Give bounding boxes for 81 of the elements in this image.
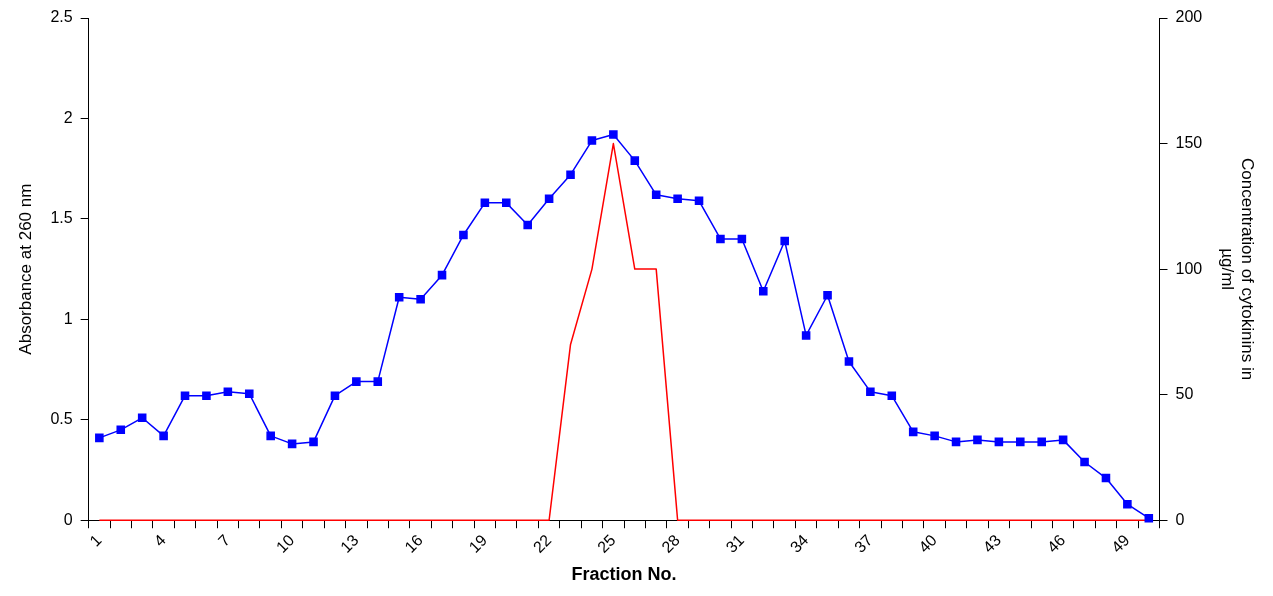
x-tick-label: 31: [722, 531, 748, 556]
x-tick-label: 19: [465, 531, 491, 556]
x-tick-label: 49: [1108, 531, 1133, 556]
y2-tick-label: 0: [1175, 510, 1185, 528]
point: [202, 391, 211, 400]
x-tick-label: 1: [86, 531, 105, 550]
point: [1037, 437, 1046, 447]
point: [930, 431, 939, 441]
point: [866, 387, 875, 396]
x-tick-label: 25: [594, 531, 619, 556]
x-tick-label: 22: [529, 531, 555, 556]
point: [352, 377, 361, 386]
point: [373, 377, 383, 386]
point: [95, 433, 104, 443]
point: [737, 234, 747, 244]
point: [309, 437, 318, 447]
point: [501, 198, 511, 208]
y2-tick-label: 100: [1175, 259, 1203, 277]
y-tick-label: 2.5: [50, 8, 73, 26]
x-tick-label: 46: [1043, 531, 1069, 556]
point: [1080, 457, 1089, 467]
point: [116, 425, 126, 435]
point: [544, 194, 554, 204]
point: [480, 198, 490, 208]
point: [587, 136, 597, 145]
point: [437, 270, 447, 280]
point: [180, 391, 190, 400]
point: [951, 437, 961, 447]
y2-tick-label: 200: [1175, 8, 1203, 26]
y2-axis-title: Concentration of cytokinins in µg/ml: [1217, 158, 1258, 381]
x-tick-label: 28: [658, 531, 683, 556]
y-tick-label: 0: [63, 510, 73, 528]
point: [973, 435, 982, 445]
x-axis-title: Fraction No.: [571, 564, 677, 585]
point: [908, 427, 918, 437]
point: [330, 391, 340, 400]
point: [1058, 435, 1068, 445]
y-axis-title: Absorbance at 260 nm: [15, 183, 35, 355]
x-tick-label: 37: [851, 531, 876, 556]
point: [416, 294, 425, 304]
x-tick-label: 10: [272, 531, 298, 556]
x-tick-label: 34: [786, 531, 812, 556]
y2-tick-label: 150: [1175, 133, 1203, 151]
point: [159, 431, 168, 441]
point: [716, 234, 725, 244]
point: [887, 391, 897, 400]
x-tick-label: 16: [401, 531, 426, 556]
point: [673, 194, 682, 204]
point: [1123, 499, 1132, 509]
x-tick-label: 40: [915, 531, 940, 556]
point: [266, 431, 275, 441]
point: [780, 236, 789, 246]
point: [801, 331, 811, 340]
y-tick-label: 1: [63, 309, 73, 327]
y-tick-label: 0.5: [50, 410, 73, 428]
point: [609, 130, 618, 139]
point: [759, 286, 768, 296]
point: [844, 357, 854, 366]
point: [630, 156, 640, 165]
point: [287, 439, 297, 449]
point: [459, 230, 468, 240]
point: [244, 389, 254, 398]
point: [1101, 473, 1111, 483]
y2-tick-label: 50: [1175, 385, 1194, 403]
x-tick-label: 7: [214, 531, 234, 550]
point: [823, 290, 832, 300]
point: [394, 292, 404, 302]
y-tick-label: 1.5: [50, 209, 73, 227]
y-tick-label: 2: [63, 108, 73, 126]
point: [523, 220, 532, 230]
point: [994, 437, 1004, 447]
point: [566, 170, 575, 179]
point: [223, 387, 233, 396]
x-tick-label: 4: [150, 531, 169, 550]
point: [694, 196, 704, 206]
point: [1144, 513, 1154, 523]
point: [137, 413, 147, 423]
point: [1016, 437, 1025, 447]
point: [651, 190, 661, 200]
x-tick-label: 13: [336, 531, 362, 556]
x-tick-label: 43: [979, 531, 1005, 556]
